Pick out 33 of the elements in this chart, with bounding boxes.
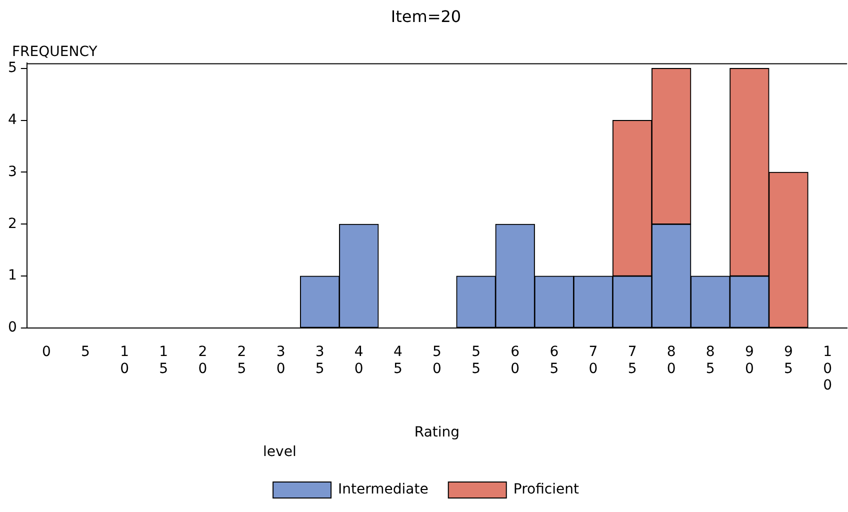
- x-tick-label: 45: [393, 344, 402, 377]
- chart-title: Item=20: [390, 6, 462, 26]
- y-tick-label: 4: [8, 112, 17, 128]
- x-tick-label: 20: [198, 344, 208, 377]
- legend-label: Proficient: [513, 482, 580, 498]
- x-tick-label: 10: [120, 344, 130, 377]
- x-tick-label: 50: [432, 344, 442, 377]
- x-tick-label: 80: [666, 344, 676, 377]
- y-axis-title: FREQUENCY: [12, 44, 98, 60]
- y-tick-label: 1: [8, 268, 17, 284]
- x-tick-label: 15: [159, 344, 168, 377]
- x-tick-label: 75: [628, 344, 637, 377]
- x-axis-title: Rating: [414, 424, 460, 440]
- y-tick-label: 2: [8, 216, 17, 232]
- x-tick-label: 70: [588, 344, 598, 377]
- legend-title: level: [263, 444, 296, 460]
- x-tick-label: 55: [472, 344, 481, 377]
- x-tick-label: 5: [81, 344, 90, 360]
- x-tick-label: 25: [237, 344, 246, 377]
- x-tick-label: 90: [744, 344, 754, 377]
- x-tick-label: 0: [42, 344, 51, 360]
- x-tick-label: 40: [354, 344, 364, 377]
- x-tick-label: 85: [706, 344, 715, 377]
- y-tick-label: 3: [8, 164, 17, 180]
- y-tick-label: 5: [8, 60, 17, 76]
- x-tick-label: 60: [510, 344, 520, 377]
- x-tick-label: 100: [823, 344, 832, 394]
- x-tick-label: 30: [276, 344, 286, 377]
- x-tick-label: 65: [550, 344, 559, 377]
- y-tick-label: 0: [8, 320, 17, 336]
- x-tick-label: 95: [784, 344, 793, 377]
- legend-label: Intermediate: [338, 482, 428, 498]
- x-tick-label: 35: [315, 344, 324, 377]
